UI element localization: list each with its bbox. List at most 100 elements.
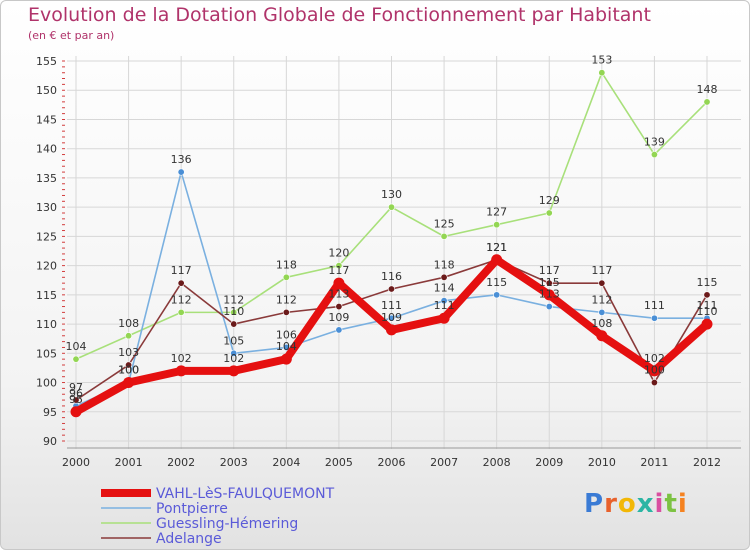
data-label: 136 <box>171 153 192 166</box>
data-point <box>493 291 501 299</box>
data-label: 100 <box>118 364 139 377</box>
data-label: 109 <box>328 311 349 324</box>
data-label: 125 <box>434 217 455 230</box>
legend-label: Adelange <box>156 531 222 547</box>
data-point <box>598 308 606 316</box>
data-label: 117 <box>171 264 192 277</box>
data-point <box>545 303 553 311</box>
data-label: 127 <box>486 206 507 219</box>
data-label: 104 <box>276 340 297 353</box>
data-point <box>335 326 343 334</box>
logo-letter: i <box>654 489 665 519</box>
x-tick-label: 2004 <box>272 456 300 469</box>
data-point <box>387 203 395 211</box>
data-label: 100 <box>644 364 665 377</box>
data-label: 117 <box>539 264 560 277</box>
x-tick-label: 2002 <box>167 456 195 469</box>
data-label: 112 <box>223 293 244 306</box>
data-point <box>230 320 238 328</box>
data-point <box>701 318 713 330</box>
x-tick-label: 2010 <box>588 456 616 469</box>
data-point <box>438 312 450 324</box>
data-label: 102 <box>644 352 665 365</box>
data-point <box>598 279 606 287</box>
data-point <box>177 308 185 316</box>
data-label: 121 <box>486 241 507 254</box>
data-point <box>335 262 343 270</box>
data-label: 111 <box>697 299 718 312</box>
y-tick-label: 130 <box>36 201 57 214</box>
x-tick-label: 2009 <box>535 456 563 469</box>
data-label: 113 <box>328 288 349 301</box>
data-point <box>491 254 503 266</box>
series-layer <box>70 69 713 418</box>
logo-letter: x <box>636 489 655 519</box>
data-label: 139 <box>644 136 665 149</box>
data-label: 117 <box>591 264 612 277</box>
data-label: 96 <box>69 387 83 400</box>
legend-label: VAHL-LèS-FAULQUEMONT <box>156 486 335 502</box>
x-axis: 2000 2001 2002 2003 2004 2005 2006 2007 2008 2009… <box>62 447 741 469</box>
y-tick-label: 105 <box>36 347 57 360</box>
data-point <box>228 365 240 377</box>
proxiti-logo: Proxiti <box>584 489 688 519</box>
data-point <box>230 308 238 316</box>
data-point <box>545 279 553 287</box>
data-label: 116 <box>381 270 402 283</box>
chart-subtitle: (en € et par an) <box>28 29 115 42</box>
data-label: 115 <box>539 276 560 289</box>
y-axis: 90 95 100 105 110 115 120 125 130 135 140 145 150 155 <box>36 55 65 448</box>
data-point <box>387 314 395 322</box>
y-tick-label: 110 <box>36 318 57 331</box>
data-point <box>280 353 292 365</box>
data-point <box>335 303 343 311</box>
y-tick-label: 140 <box>36 143 57 156</box>
x-tick-label: 2012 <box>693 456 721 469</box>
data-point <box>123 377 135 389</box>
data-point <box>177 168 185 176</box>
x-tick-label: 2003 <box>220 456 248 469</box>
data-point <box>125 361 133 369</box>
data-label: 113 <box>539 288 560 301</box>
data-point <box>282 308 290 316</box>
y-tick-label: 95 <box>43 406 57 419</box>
data-label: 102 <box>223 352 244 365</box>
data-label: 105 <box>223 334 244 347</box>
data-point <box>493 221 501 229</box>
data-label: 117 <box>328 264 349 277</box>
data-point <box>72 355 80 363</box>
y-tick-label: 125 <box>36 230 57 243</box>
data-label: 115 <box>486 276 507 289</box>
data-point <box>70 406 82 418</box>
data-point <box>387 285 395 293</box>
data-label: 112 <box>171 293 192 306</box>
data-point <box>440 297 448 305</box>
logo-letter: o <box>617 489 637 519</box>
x-tick-label: 2000 <box>62 456 90 469</box>
data-label: 109 <box>381 311 402 324</box>
data-label: 115 <box>697 276 718 289</box>
y-tick-label: 100 <box>36 377 57 390</box>
data-point <box>543 289 555 301</box>
x-tick-label: 2006 <box>378 456 406 469</box>
data-labels-layer: 104 108 112 112 118 120 130 125 127 129 153 139 148 9… <box>66 54 718 406</box>
y-tick-label: 145 <box>36 113 57 126</box>
y-tick-label: 135 <box>36 172 57 185</box>
data-label: 153 <box>591 54 612 67</box>
data-label: 114 <box>434 282 455 295</box>
y-tick-label: 115 <box>36 289 57 302</box>
data-point <box>72 396 80 404</box>
x-tick-label: 2005 <box>325 456 353 469</box>
data-label: 106 <box>276 328 297 341</box>
data-label: 102 <box>171 352 192 365</box>
logo-letter: P <box>584 489 605 519</box>
data-label: 108 <box>591 317 612 330</box>
data-label: 129 <box>539 194 560 207</box>
data-point <box>333 277 345 289</box>
data-point <box>175 365 187 377</box>
data-point <box>650 314 658 322</box>
data-point <box>703 98 711 106</box>
logo-letter: i <box>677 489 688 519</box>
